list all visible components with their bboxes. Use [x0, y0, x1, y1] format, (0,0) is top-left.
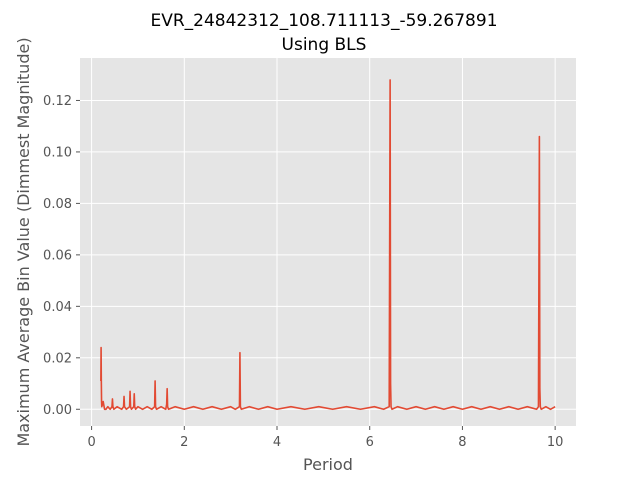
y-tick-label: 0.02: [43, 351, 72, 366]
x-tick-label: 8: [458, 435, 466, 450]
series-line: [100, 79, 556, 411]
x-tick-label: 6: [366, 435, 374, 450]
y-axis-ticks: 0.00 0.02 0.04 0.06 0.08 0.10 0.12: [43, 94, 80, 418]
y-tick-label: 0.10: [43, 145, 72, 160]
y-tick-label: 0.00: [43, 403, 72, 418]
y-tick-label: 0.08: [43, 197, 72, 212]
grid-lines: [80, 58, 576, 426]
series-layer: [100, 79, 556, 411]
x-tick-label: 10: [547, 435, 564, 450]
x-axis-ticks: 0 2 4 6 8 10: [87, 426, 563, 450]
x-tick-label: 2: [180, 435, 188, 450]
x-tick-label: 4: [273, 435, 281, 450]
y-tick-label: 0.12: [43, 94, 72, 109]
chart-title-line1: EVR_24842312_108.711113_-59.267891: [150, 11, 497, 31]
chart-title-line2: Using BLS: [282, 35, 367, 55]
x-axis-label: Period: [303, 455, 353, 474]
y-tick-label: 0.06: [43, 248, 72, 263]
plot-background: [80, 58, 576, 426]
y-tick-label: 0.04: [43, 300, 72, 315]
y-axis-label: Maximum Average Bin Value (Dimmest Magni…: [14, 37, 33, 446]
x-tick-label: 0: [87, 435, 95, 450]
